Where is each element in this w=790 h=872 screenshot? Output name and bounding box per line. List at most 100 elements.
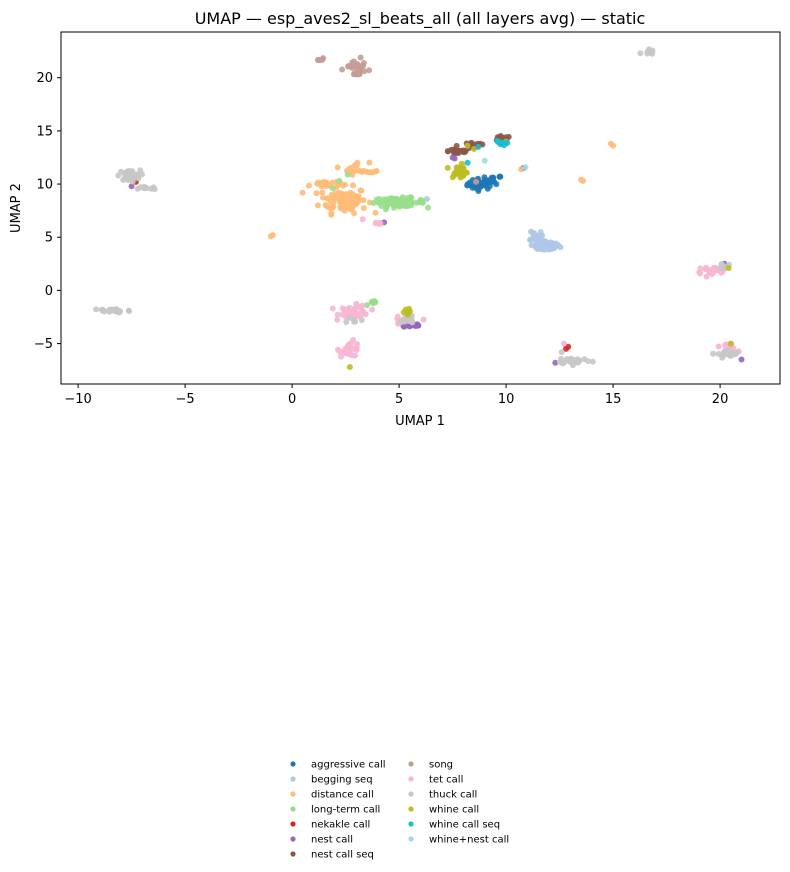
data-point bbox=[328, 211, 335, 218]
x-axis: −10 −5 0 5 10 15 20 bbox=[64, 384, 728, 407]
y-tick-label: 0 bbox=[45, 284, 53, 299]
data-point bbox=[353, 344, 360, 351]
y-axis: −5 0 5 10 15 20 bbox=[34, 71, 61, 352]
legend-item: nekakle call bbox=[290, 820, 370, 831]
data-point bbox=[372, 209, 379, 216]
data-point bbox=[360, 197, 367, 204]
legend-item: begging seq bbox=[290, 775, 373, 786]
data-point bbox=[344, 171, 351, 178]
data-point bbox=[352, 63, 359, 70]
legend-marker bbox=[408, 806, 414, 812]
data-point bbox=[338, 197, 345, 204]
legend-item: whine call bbox=[408, 805, 479, 816]
data-point bbox=[530, 233, 537, 240]
legend-marker bbox=[408, 821, 414, 827]
plot-frame bbox=[60, 31, 781, 385]
data-point bbox=[352, 70, 359, 77]
x-tick-label: 5 bbox=[395, 392, 403, 407]
legend-label: nest call bbox=[311, 835, 353, 846]
legend-label: aggressive call bbox=[311, 760, 386, 771]
series-long-term-call bbox=[329, 171, 431, 309]
data-point bbox=[419, 198, 426, 205]
data-point bbox=[533, 244, 540, 251]
data-point bbox=[363, 168, 370, 175]
data-point bbox=[101, 308, 108, 315]
data-point bbox=[535, 233, 542, 240]
data-point bbox=[589, 358, 596, 365]
series-whine-nest-call bbox=[481, 157, 529, 171]
data-point bbox=[357, 54, 364, 61]
data-point bbox=[403, 197, 410, 204]
legend-label: nekakle call bbox=[311, 820, 370, 831]
data-point bbox=[558, 349, 565, 356]
data-point bbox=[710, 350, 717, 357]
data-point bbox=[343, 319, 350, 326]
y-tick-label: 20 bbox=[36, 71, 53, 86]
data-point bbox=[128, 183, 135, 190]
data-point bbox=[648, 49, 655, 56]
legend-label: song bbox=[429, 760, 453, 771]
data-point bbox=[528, 242, 535, 249]
x-tick-label: 15 bbox=[605, 392, 622, 407]
data-point bbox=[522, 164, 529, 171]
x-axis-label: UMAP 1 bbox=[395, 414, 445, 429]
data-point bbox=[314, 202, 321, 209]
data-point bbox=[351, 318, 358, 325]
data-point bbox=[150, 184, 157, 191]
data-point bbox=[464, 181, 471, 188]
data-point bbox=[115, 172, 122, 179]
data-point bbox=[329, 305, 336, 312]
data-point bbox=[315, 179, 322, 186]
legend-marker bbox=[408, 761, 414, 767]
y-tick-label: −5 bbox=[34, 337, 53, 352]
x-tick-label: 0 bbox=[288, 392, 296, 407]
legend-item: long-term call bbox=[290, 805, 380, 816]
data-point bbox=[703, 273, 710, 280]
data-point bbox=[320, 194, 326, 201]
data-point bbox=[405, 309, 412, 316]
data-point bbox=[454, 148, 460, 155]
data-point bbox=[339, 305, 346, 312]
data-point bbox=[560, 340, 567, 347]
legend-marker bbox=[290, 791, 296, 797]
chart-title: UMAP — esp_aves2_sl_beats_all (all layer… bbox=[195, 9, 646, 29]
x-tick-label: 20 bbox=[712, 392, 729, 407]
data-point bbox=[125, 307, 132, 314]
data-point bbox=[456, 168, 463, 175]
data-point bbox=[453, 142, 460, 149]
data-point bbox=[359, 216, 366, 223]
series-nest-call bbox=[128, 154, 745, 366]
data-point bbox=[528, 228, 535, 235]
data-point bbox=[496, 173, 503, 180]
data-point bbox=[336, 177, 343, 184]
data-point bbox=[399, 194, 406, 201]
data-point bbox=[610, 142, 617, 149]
data-point bbox=[545, 246, 552, 253]
data-point bbox=[481, 174, 488, 181]
data-point bbox=[334, 164, 341, 171]
data-point bbox=[473, 178, 480, 185]
data-point bbox=[320, 55, 327, 62]
data-point bbox=[444, 164, 451, 171]
data-point bbox=[324, 195, 331, 202]
data-point bbox=[267, 233, 274, 240]
data-point bbox=[369, 306, 376, 313]
legend-label: whine call seq bbox=[429, 820, 500, 831]
data-point bbox=[360, 205, 367, 212]
data-point bbox=[491, 178, 498, 185]
data-point bbox=[464, 142, 471, 149]
series-distance-call bbox=[267, 140, 617, 240]
data-point bbox=[697, 265, 704, 272]
data-point bbox=[128, 170, 135, 176]
data-point bbox=[738, 356, 745, 363]
x-tick-label: −10 bbox=[64, 392, 91, 407]
y-tick-label: 5 bbox=[45, 231, 53, 246]
data-point bbox=[348, 206, 355, 213]
data-point bbox=[333, 193, 340, 200]
data-point bbox=[366, 159, 373, 166]
data-point bbox=[137, 167, 144, 174]
data-point bbox=[444, 148, 451, 155]
data-point bbox=[542, 239, 549, 245]
data-point bbox=[299, 189, 306, 196]
